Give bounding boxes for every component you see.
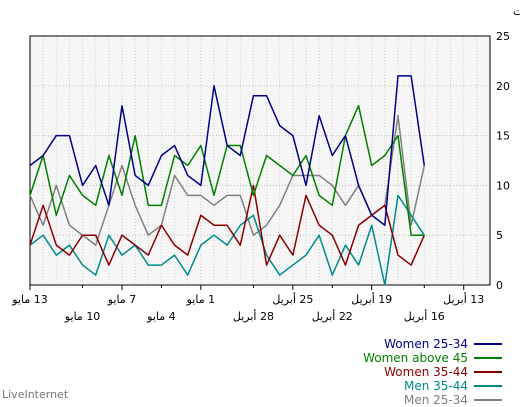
y-tick-label: 10 bbox=[496, 179, 510, 192]
x-tick-label: 4 مايو bbox=[146, 310, 175, 323]
legend-swatch bbox=[474, 343, 502, 345]
x-tick-label: 10 مايو bbox=[64, 310, 100, 323]
legend-item: Women above 45 bbox=[363, 351, 502, 365]
x-tick-label: 25 أبريل bbox=[272, 292, 313, 306]
legend-label: Women above 45 bbox=[363, 351, 468, 365]
series-line bbox=[29, 75, 426, 226]
legend-item: Women 25-34 bbox=[363, 337, 502, 351]
x-tick-label: 1 مايو bbox=[186, 293, 215, 306]
y-tick-label: 15 bbox=[496, 130, 510, 143]
y-tick-label: 25 bbox=[496, 30, 510, 43]
legend-label: Men 35-44 bbox=[403, 379, 468, 393]
legend: Women 25-34 Women above 45 Women 35-44 Men … bbox=[363, 337, 502, 407]
legend-swatch bbox=[474, 371, 502, 373]
legend-label: Men 25-34 bbox=[403, 393, 468, 407]
x-tick-label: 22 أبريل bbox=[312, 309, 353, 323]
x-tick-label: 16 أبريل bbox=[404, 309, 445, 323]
legend-swatch bbox=[474, 399, 502, 401]
legend-swatch bbox=[474, 357, 502, 359]
x-tick-label: 13 مايو bbox=[11, 293, 47, 306]
plot-frame bbox=[29, 35, 491, 286]
y-axis-label: المرات bbox=[513, 5, 520, 18]
legend-item: Men 35-44 bbox=[363, 379, 502, 393]
x-tick-label: 7 مايو bbox=[107, 293, 136, 306]
y-tick-label: 20 bbox=[496, 80, 510, 93]
legend-swatch bbox=[474, 385, 502, 387]
legend-label: Women 25-34 bbox=[384, 337, 468, 351]
y-tick-label: 0 bbox=[496, 279, 503, 292]
legend-item: Women 35-44 bbox=[363, 365, 502, 379]
brand-label: LiveInternet bbox=[2, 388, 69, 401]
y-tick-label: 5 bbox=[496, 229, 503, 242]
plot-area bbox=[30, 36, 490, 285]
series-line bbox=[29, 184, 425, 266]
x-tick-label: 28 أبريل bbox=[233, 309, 274, 323]
x-tick-label: 13 أبريل bbox=[443, 292, 484, 306]
series-line bbox=[29, 194, 425, 286]
legend-item: Men 25-34 bbox=[363, 393, 502, 407]
legend-label: Women 35-44 bbox=[384, 365, 468, 379]
x-tick-label: 19 أبريل bbox=[351, 292, 392, 306]
